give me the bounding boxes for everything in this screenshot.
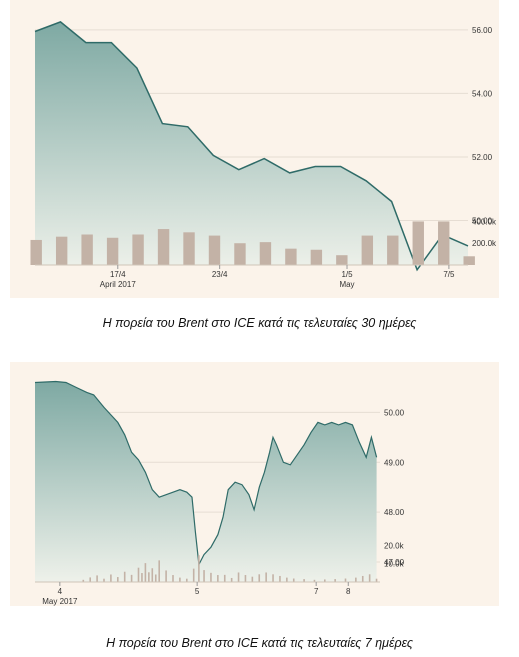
volume-bar <box>258 574 261 582</box>
volume-bar <box>355 577 357 582</box>
volume-bar <box>361 235 374 265</box>
x-tick-sublabel: May <box>339 280 354 289</box>
volume-bar <box>286 577 288 582</box>
volume-bar <box>265 572 267 582</box>
volume-bar <box>110 574 112 582</box>
volume-bar <box>203 570 205 582</box>
volume-bar <box>198 555 200 582</box>
volume-bar <box>172 575 174 582</box>
volume-tick-label: 20.0k <box>384 541 405 550</box>
volume-bar <box>151 568 154 582</box>
volume-bar <box>148 572 150 582</box>
price-tick-label: 56.00 <box>472 26 493 35</box>
price-tick-label: 50.00 <box>384 408 405 417</box>
volume-bar <box>130 574 133 582</box>
price-tick-label: 54.00 <box>472 89 493 98</box>
price-tick-label: 50.00 <box>472 217 493 226</box>
x-tick-label: 7 <box>314 587 319 596</box>
volume-bar <box>132 234 144 265</box>
volume-bar <box>375 578 378 582</box>
volume-bar <box>463 256 475 265</box>
volume-bar <box>186 578 188 582</box>
volume-bar <box>106 237 119 265</box>
volume-bar <box>237 572 240 582</box>
volume-bar <box>387 235 399 265</box>
volume-bar <box>141 573 143 582</box>
x-tick-label: 4 <box>58 587 63 596</box>
x-tick-label: 17/4 <box>110 270 126 279</box>
volume-tick-label: 400.0k <box>472 217 497 226</box>
volume-bar <box>251 576 254 582</box>
volume-bar <box>368 574 371 582</box>
volume-bar <box>279 575 281 582</box>
volume-bar <box>303 579 305 582</box>
volume-bar <box>103 578 105 582</box>
volume-bar <box>244 575 247 582</box>
volume-bar <box>55 236 68 265</box>
volume-bar <box>157 229 170 265</box>
volume-bar <box>210 572 212 582</box>
volume-bar <box>81 234 93 265</box>
price-line <box>34 380 378 567</box>
x-tick-sublabel: April 2017 <box>100 280 137 289</box>
volume-bar <box>158 560 160 582</box>
volume-bar <box>344 578 347 582</box>
volume-bar <box>361 575 364 582</box>
price-area <box>35 21 468 270</box>
volume-bar <box>165 570 167 582</box>
volume-bar <box>137 567 140 582</box>
volume-bar <box>223 574 226 582</box>
volume-bar <box>89 577 91 582</box>
volume-bar <box>154 574 157 582</box>
volume-bar <box>217 575 219 582</box>
volume-bar <box>96 575 98 582</box>
volume-bar <box>438 221 450 265</box>
price-tick-label: 49.00 <box>384 458 405 467</box>
volume-bar <box>82 579 85 582</box>
volume-bar <box>313 579 316 582</box>
x-tick-label: 1/5 <box>341 270 353 279</box>
x-tick-label: 7/5 <box>443 270 455 279</box>
volume-bar <box>230 577 233 582</box>
x-tick-label: 8 <box>346 587 351 596</box>
volume-bar <box>412 221 424 265</box>
volume-bar <box>259 242 272 265</box>
volume-bar <box>117 577 119 582</box>
volume-bar <box>179 577 181 582</box>
brent-30-day-chart: 56.00 54.00 52.00 50.00 400.0k 200.0k 17/4 Apri… <box>10 0 499 298</box>
price-tick-label: 48.00 <box>384 508 405 517</box>
volume-tick-label: 200.0k <box>472 239 497 248</box>
volume-bar <box>144 563 147 582</box>
volume-bar <box>234 243 246 265</box>
volume-bar <box>208 235 221 265</box>
chart-caption-30-days: Η πορεία του Brent στο ICE κατά τις τελε… <box>102 316 417 330</box>
brent-7-day-chart: 50.00 49.00 48.00 47.00 20.0k 10.0k 4 May 2017 5… <box>10 362 499 606</box>
x-tick-label: 5 <box>195 587 200 596</box>
price-area <box>35 381 377 582</box>
volume-bar <box>285 248 297 265</box>
volume-bar <box>334 579 336 582</box>
x-tick-label: 23/4 <box>212 270 228 279</box>
volume-bar <box>272 574 274 582</box>
volume-bar <box>310 249 323 265</box>
volume-tick-label: 10.0k <box>384 560 405 569</box>
volume-bar <box>292 578 295 582</box>
volume-bar <box>336 255 348 265</box>
price-tick-label: 52.00 <box>472 153 493 162</box>
volume-bar <box>30 239 42 265</box>
volume-bar <box>324 579 326 582</box>
price-tick-label: 47.00 <box>384 558 405 567</box>
volume-bar <box>183 232 195 265</box>
volume-bar <box>123 571 126 582</box>
volume-bar <box>192 568 195 582</box>
chart-caption-7-days: Η πορεία του Brent στο ICE κατά τις τελε… <box>106 636 413 650</box>
x-tick-sublabel: May 2017 <box>42 597 78 606</box>
price-line <box>34 21 469 272</box>
